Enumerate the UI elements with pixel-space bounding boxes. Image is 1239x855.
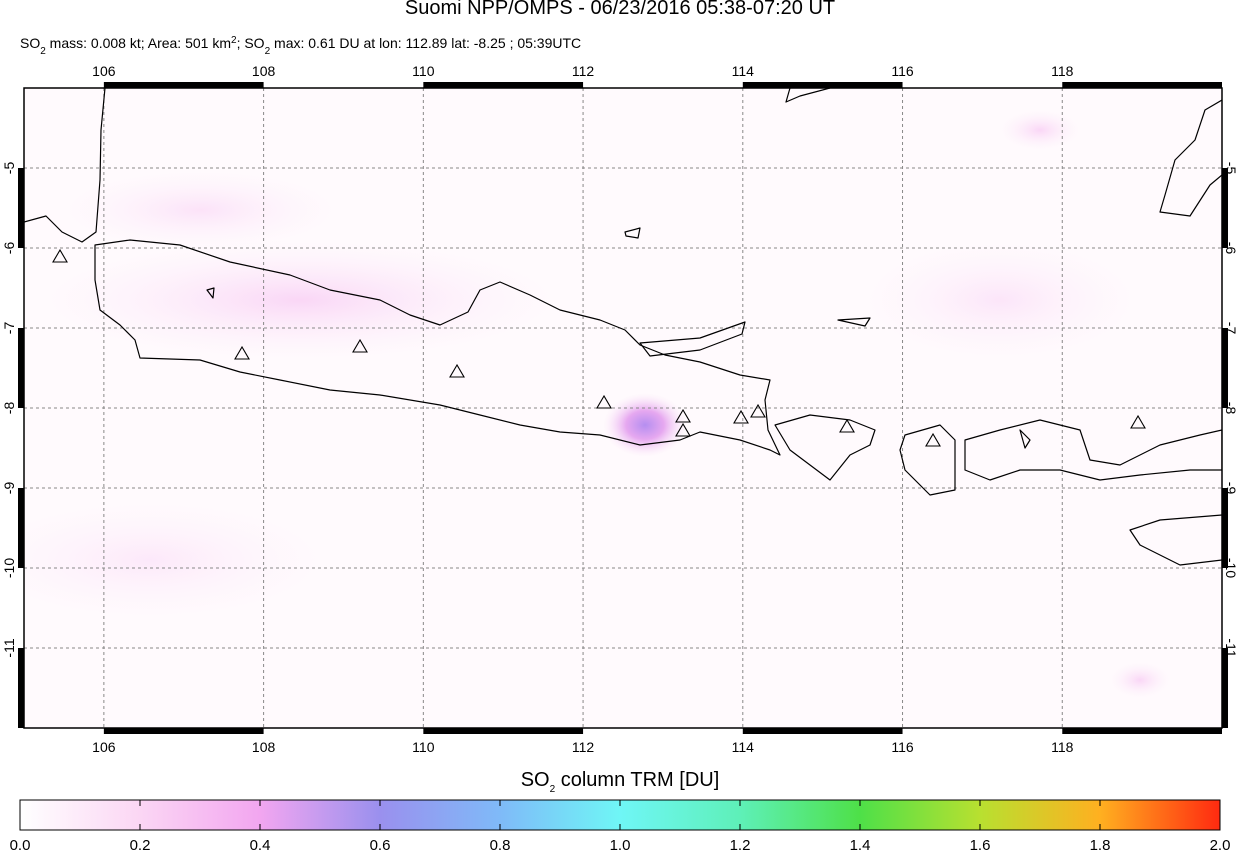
frame-bars: [18, 82, 1228, 734]
so2-haze: [1000, 110, 1080, 150]
frame-bar: [742, 82, 903, 88]
frame-bar: [18, 648, 24, 728]
frame-bar: [1062, 728, 1222, 734]
y-tick-label-left: -5: [1, 162, 17, 175]
text-part: SO: [521, 769, 550, 791]
frame-bar: [1222, 648, 1228, 728]
frame-bar: [103, 728, 264, 734]
frame-bar: [1062, 82, 1222, 88]
colorbar-tick-label: 0.8: [490, 837, 511, 854]
frame-bar: [103, 82, 264, 88]
text-part: column TRM [DU]: [555, 769, 719, 791]
so2-haze: [1110, 662, 1170, 698]
frame-bar: [1222, 168, 1228, 248]
colorbar-ticks: 0.0 0.2 0.4 0.6 0.8 1.0 1.2 1.4 1.6 1.8 2.0: [10, 800, 1231, 854]
frame-bar: [1222, 488, 1228, 568]
x-tick-label-bottom: 114: [732, 739, 755, 755]
text-part: SO: [20, 35, 40, 51]
text-part: mass: 0.008 kt; Area: 501 km: [46, 35, 231, 51]
colorbar-tick-label: 1.4: [850, 837, 871, 854]
colorbar-tick-label: 1.0: [610, 837, 631, 854]
y-tick-label-left: -8: [1, 402, 17, 415]
x-tick-label-bottom: 112: [572, 739, 595, 755]
frame-bar: [18, 488, 24, 568]
script-text: 2: [231, 35, 237, 46]
colorbar-tick-label: 0.2: [130, 837, 151, 854]
x-tick-label-top: 118: [1051, 63, 1074, 79]
coastline: [639, 321, 746, 357]
x-tick-label-top: 106: [92, 63, 116, 79]
coastline: [1129, 514, 1222, 566]
volcano-markers: [52, 248, 1146, 447]
text-part: max: 0.61 DU at lon: 112.89 lat: -8.25 ;…: [270, 35, 581, 51]
coastline: [774, 414, 876, 481]
coastline: [785, 88, 831, 103]
y-tick-label-right: -6: [1223, 242, 1239, 255]
coastline: [1159, 99, 1222, 217]
frame-bar: [18, 168, 24, 248]
frame-bar: [423, 82, 584, 88]
so2-haze: [860, 240, 1140, 360]
x-tick-label-top: 108: [252, 63, 276, 79]
colorbar-tick-label: 0.0: [10, 837, 31, 854]
coastline: [964, 419, 1222, 481]
y-tick-label-left: -11: [1, 638, 17, 657]
colorbar-tick-label: 1.8: [1090, 837, 1111, 854]
colorbar-tick-label: 1.2: [730, 837, 751, 854]
x-tick-label-bottom: 118: [1051, 739, 1074, 755]
grid: [24, 88, 1222, 728]
y-tick-label-right: -7: [1223, 322, 1239, 335]
y-tick-label-right: -9: [1223, 482, 1239, 495]
frame-bar: [423, 728, 584, 734]
map-area: [24, 88, 1222, 728]
y-tick-label-right: -10: [1223, 558, 1239, 578]
colorbar-tick-label: 0.6: [370, 837, 391, 854]
axis-ticks: 106 106 108 108 110 110 112 112 114 114 116 116 118 1…: [1, 63, 1239, 755]
x-tick-label-top: 114: [732, 63, 755, 79]
x-tick-label-bottom: 110: [412, 739, 435, 755]
x-tick-label-bottom: 108: [252, 739, 276, 755]
y-tick-label-right: -8: [1223, 402, 1239, 415]
script-text: 2: [40, 46, 46, 57]
title: Suomi NPP/OMPS - 06/23/2016 05:38-07:20 …: [405, 0, 835, 19]
so2-peak: [603, 393, 687, 457]
coastline: [206, 227, 1031, 449]
y-tick-label-right: -11: [1223, 638, 1239, 657]
script-text: 2: [265, 46, 271, 57]
script-text: 2: [550, 784, 556, 795]
x-tick-label-top: 110: [412, 63, 435, 79]
x-tick-label-top: 112: [572, 63, 595, 79]
subtitle: SO2 mass: 0.008 kt; Area: 501 km2; SO2 m…: [20, 35, 581, 57]
coastline: [899, 424, 956, 496]
coastline: [24, 88, 106, 243]
so2-haze: [40, 240, 560, 360]
coastline: [94, 239, 781, 456]
x-tick-label-bottom: 106: [92, 739, 116, 755]
colorbar-title: SO2 column TRM [DU]: [521, 769, 720, 795]
colorbar-tick-label: 0.4: [250, 837, 271, 854]
frame-bar: [1222, 328, 1228, 408]
y-tick-label-right: -5: [1223, 162, 1239, 175]
so2-haze: [24, 500, 330, 620]
frame-bar: [18, 328, 24, 408]
x-tick-label-top: 116: [891, 63, 914, 79]
frame-bar: [742, 728, 903, 734]
x-tick-label-bottom: 116: [891, 739, 914, 755]
text-part: ; SO: [237, 35, 265, 51]
colorbar-tick-label: 2.0: [1210, 837, 1231, 854]
y-tick-label-left: -9: [1, 482, 17, 495]
so2-haze: [60, 170, 340, 250]
y-tick-label-left: -6: [1, 242, 17, 255]
y-tick-label-left: -7: [1, 322, 17, 335]
colorbar-tick-label: 1.6: [970, 837, 991, 854]
y-tick-label-left: -10: [1, 558, 17, 578]
